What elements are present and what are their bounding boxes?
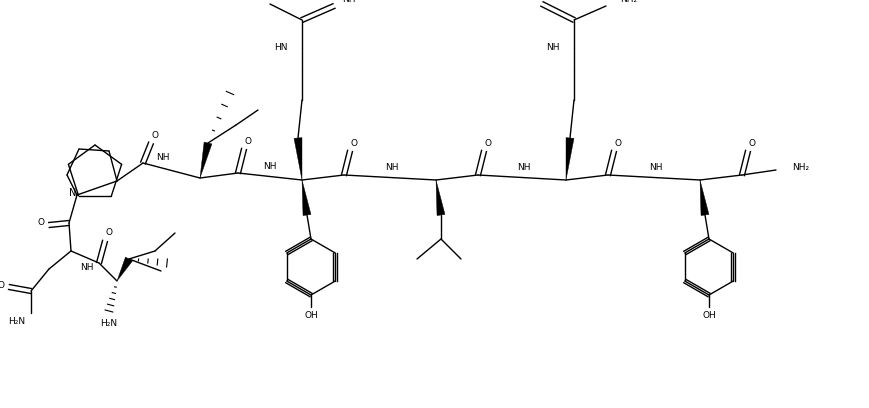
- Text: NH: NH: [546, 44, 560, 53]
- Text: O: O: [151, 131, 158, 140]
- Text: O: O: [614, 138, 620, 148]
- Polygon shape: [116, 257, 132, 281]
- Text: H₂N: H₂N: [9, 317, 25, 326]
- Text: OH: OH: [304, 310, 317, 319]
- Polygon shape: [302, 180, 310, 215]
- Text: NH: NH: [156, 153, 169, 162]
- Polygon shape: [294, 137, 302, 180]
- Polygon shape: [200, 142, 212, 178]
- Text: O: O: [105, 228, 112, 237]
- Text: N: N: [70, 188, 76, 198]
- Text: H₂N: H₂N: [100, 319, 117, 328]
- Text: NH: NH: [648, 164, 662, 173]
- Text: NH: NH: [80, 262, 94, 271]
- Text: NH: NH: [263, 162, 276, 171]
- Text: O: O: [747, 138, 754, 148]
- Text: O: O: [350, 138, 357, 148]
- Text: NH₂: NH₂: [791, 164, 808, 173]
- Text: OH: OH: [701, 310, 715, 319]
- Polygon shape: [435, 180, 444, 215]
- Text: O: O: [484, 138, 491, 148]
- Text: NH₂: NH₂: [620, 0, 636, 4]
- Text: O: O: [244, 137, 251, 146]
- Text: O: O: [0, 281, 4, 290]
- Text: NH: NH: [342, 0, 355, 4]
- Polygon shape: [566, 137, 574, 180]
- Text: NH: NH: [517, 164, 530, 173]
- Text: NH: NH: [385, 164, 398, 173]
- Text: O: O: [37, 219, 44, 228]
- Polygon shape: [700, 180, 708, 215]
- Text: HN: HN: [275, 44, 288, 53]
